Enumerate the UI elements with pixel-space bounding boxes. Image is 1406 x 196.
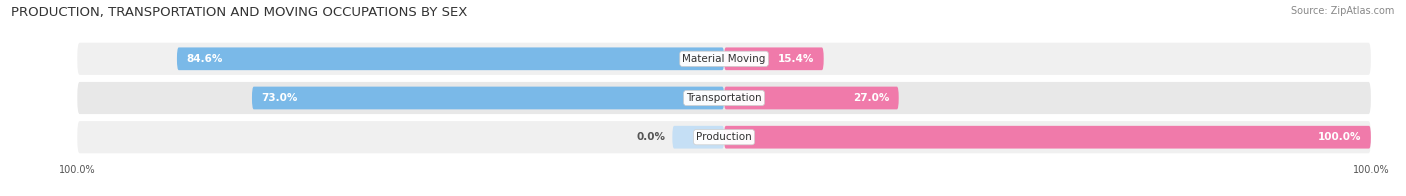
Text: Material Moving: Material Moving [682,54,766,64]
Text: 100.0%: 100.0% [1317,132,1361,142]
FancyBboxPatch shape [77,43,1371,75]
Legend: Male, Female: Male, Female [672,194,776,196]
Text: 73.0%: 73.0% [262,93,298,103]
Text: 0.0%: 0.0% [637,132,666,142]
Text: Source: ZipAtlas.com: Source: ZipAtlas.com [1291,6,1395,16]
Text: 15.4%: 15.4% [778,54,814,64]
Text: Transportation: Transportation [686,93,762,103]
Text: PRODUCTION, TRANSPORTATION AND MOVING OCCUPATIONS BY SEX: PRODUCTION, TRANSPORTATION AND MOVING OC… [11,6,468,19]
Text: 27.0%: 27.0% [852,93,889,103]
Text: 84.6%: 84.6% [187,54,224,64]
FancyBboxPatch shape [177,47,724,70]
FancyBboxPatch shape [724,47,824,70]
FancyBboxPatch shape [672,126,724,149]
FancyBboxPatch shape [724,87,898,109]
Text: Production: Production [696,132,752,142]
FancyBboxPatch shape [252,87,724,109]
FancyBboxPatch shape [77,82,1371,114]
FancyBboxPatch shape [77,121,1371,153]
FancyBboxPatch shape [724,126,1371,149]
